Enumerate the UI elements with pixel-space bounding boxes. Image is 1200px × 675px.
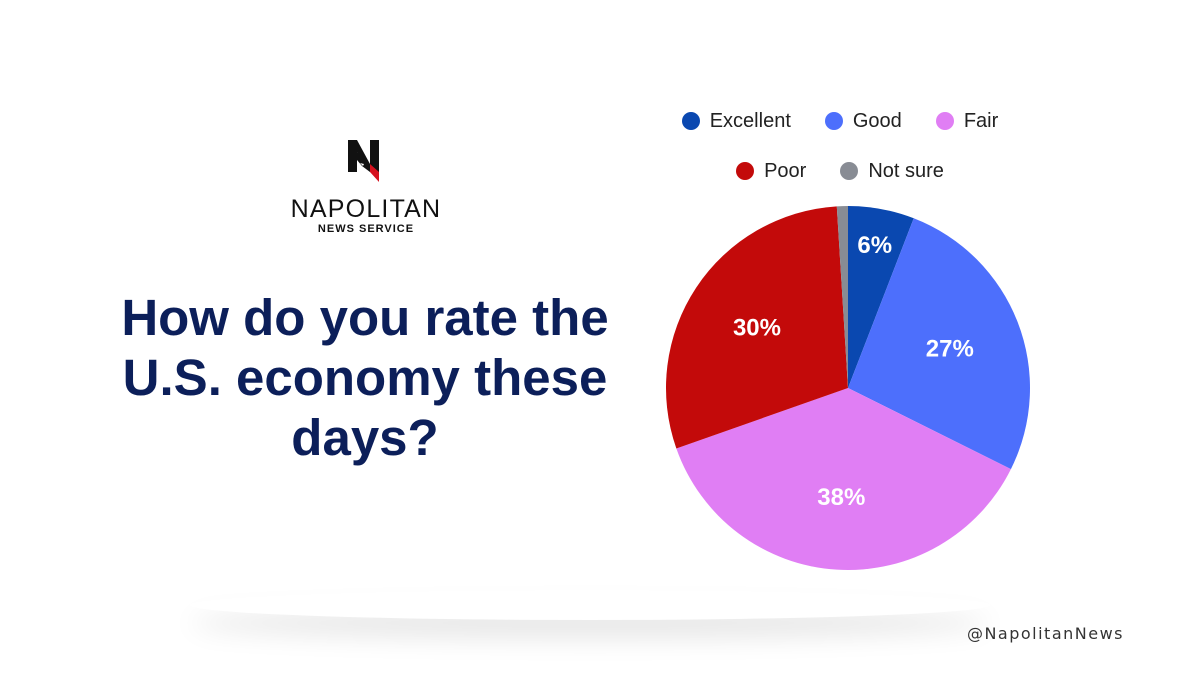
napolitan-n-logo-icon xyxy=(348,140,379,182)
legend-label: Fair xyxy=(963,109,999,132)
social-handle: @NapolitanNews xyxy=(966,624,1124,643)
legend-swatch xyxy=(824,112,843,130)
pie-slice-fair xyxy=(676,388,1011,570)
legend-label: Good xyxy=(852,109,902,132)
pie-slice-not-sure xyxy=(836,206,848,388)
legend-item-excellent: Excellent xyxy=(681,109,791,133)
pie-chart: 6% 27% 38% 30% xyxy=(666,206,1030,570)
legend-item-not-sure: Not sure xyxy=(840,160,944,183)
pie-label-good: 27% xyxy=(926,336,974,363)
legend-item-fair: Fair xyxy=(935,109,999,133)
legend-row: Excellent Good Fair xyxy=(660,106,1020,136)
pie-label-fair: 38% xyxy=(817,484,865,511)
pie-slice-poor xyxy=(666,206,848,449)
legend-label: Poor xyxy=(764,159,807,182)
pie-slice-excellent xyxy=(848,206,914,388)
chart-legend: Excellent Good Fair Poor Not sure xyxy=(660,106,1020,186)
brand-subtitle: NEWS SERVICE xyxy=(317,223,415,235)
pie-slice-good xyxy=(848,218,1030,470)
legend-row: Poor Not sure xyxy=(660,156,1020,186)
legend-item-poor: Poor xyxy=(736,160,806,183)
brand-logo: NAPOLITAN NEWS SERVICE xyxy=(290,138,442,236)
pie-label-excellent: 6% xyxy=(857,232,892,259)
legend-swatch xyxy=(681,112,700,130)
legend-item-good: Good xyxy=(824,109,902,133)
pie-label-poor: 30% xyxy=(733,315,781,342)
brand-name: NAPOLITAN xyxy=(290,195,442,223)
poll-question: How do you rate the U.S. economy these d… xyxy=(121,289,609,466)
legend-label: Excellent xyxy=(709,109,791,132)
legend-swatch xyxy=(840,162,859,180)
card-shadow xyxy=(190,590,990,620)
legend-swatch xyxy=(736,162,755,180)
legend-label: Not sure xyxy=(868,159,944,182)
legend-swatch xyxy=(935,112,954,130)
